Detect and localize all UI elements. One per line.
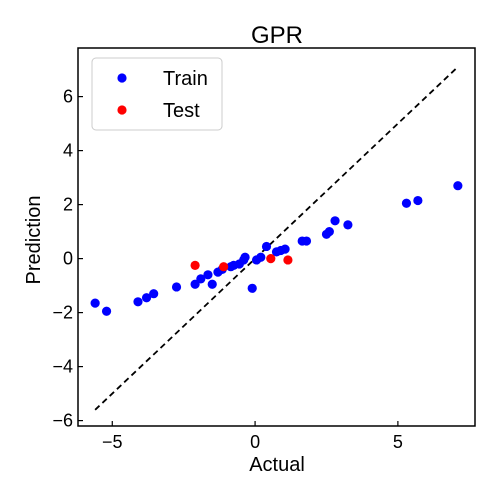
train-point xyxy=(262,242,271,251)
train-point xyxy=(402,199,411,208)
x-tick-label: 5 xyxy=(393,432,403,452)
legend: Train Test xyxy=(92,58,222,130)
x-tick-label: −5 xyxy=(102,432,123,452)
y-tick-label: −4 xyxy=(52,357,73,377)
test-point xyxy=(266,254,275,263)
train-point xyxy=(302,236,311,245)
train-point xyxy=(240,253,249,262)
train-point xyxy=(208,280,217,289)
train-point xyxy=(280,245,289,254)
y-tick-label: 0 xyxy=(63,249,73,269)
train-point xyxy=(330,216,339,225)
y-axis-label: Prediction xyxy=(23,196,45,285)
train-point xyxy=(133,297,142,306)
legend-marker-train xyxy=(117,73,126,82)
y-tick-label: −2 xyxy=(52,303,73,323)
train-point xyxy=(325,227,334,236)
y-tick-label: −6 xyxy=(52,411,73,431)
train-point xyxy=(91,299,100,308)
legend-label-train: Train xyxy=(163,68,208,90)
train-point xyxy=(203,270,212,279)
train-point xyxy=(413,196,422,205)
test-point xyxy=(283,255,292,264)
legend-marker-test xyxy=(117,105,126,114)
x-axis-label: Actual xyxy=(249,454,305,476)
y-tick-label: 4 xyxy=(63,141,73,161)
y-tick-label: 6 xyxy=(63,87,73,107)
test-point xyxy=(191,261,200,270)
x-tick-label: 0 xyxy=(250,432,260,452)
y-tick-label: 2 xyxy=(63,195,73,215)
train-point xyxy=(248,284,257,293)
test-point xyxy=(219,262,228,271)
train-point xyxy=(149,289,158,298)
train-point xyxy=(453,181,462,190)
train-point xyxy=(256,253,265,262)
chart-title: GPR xyxy=(251,22,303,49)
train-point xyxy=(102,307,111,316)
train-point xyxy=(172,282,181,291)
train-point xyxy=(343,220,352,229)
legend-label-test: Test xyxy=(163,100,200,122)
